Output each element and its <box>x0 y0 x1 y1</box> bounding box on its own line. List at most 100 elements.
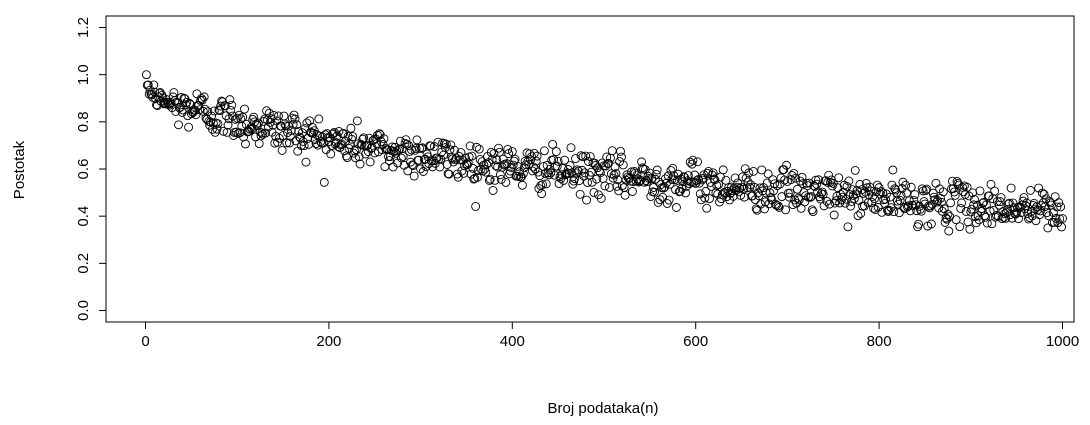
data-point <box>595 168 605 178</box>
data-point <box>528 166 537 176</box>
y-tick-label: 0.4 <box>75 206 92 227</box>
data-point <box>627 167 636 177</box>
data-point <box>906 182 916 192</box>
data-point <box>687 159 697 169</box>
data-point <box>574 176 584 186</box>
data-point <box>641 176 651 185</box>
x-tick-label: 600 <box>683 333 708 350</box>
data-point <box>896 190 906 200</box>
data-point <box>282 138 292 148</box>
data-point <box>570 174 580 183</box>
data-point <box>421 162 431 172</box>
data-point <box>914 219 923 229</box>
data-point <box>1014 214 1023 224</box>
data-point <box>513 161 523 171</box>
data-point <box>635 176 645 186</box>
data-point <box>370 148 380 158</box>
data-point <box>406 145 416 155</box>
data-point <box>843 222 853 232</box>
data-point <box>982 218 992 228</box>
data-point <box>808 207 818 217</box>
data-point <box>788 200 798 210</box>
data-point <box>440 143 450 153</box>
data-point <box>651 169 661 179</box>
data-point <box>1051 213 1061 223</box>
data-point <box>401 135 411 145</box>
data-point <box>586 167 596 177</box>
data-point <box>257 128 267 138</box>
data-point <box>853 211 863 221</box>
data-point <box>607 146 617 156</box>
data-point <box>346 123 356 133</box>
data-point <box>265 117 275 127</box>
data-point <box>321 145 331 155</box>
data-point <box>702 203 712 213</box>
data-point <box>294 126 304 136</box>
data-point <box>286 126 296 136</box>
data-point <box>846 201 856 211</box>
data-point <box>749 166 758 176</box>
data-point <box>340 136 350 146</box>
data-point <box>784 192 794 202</box>
data-point <box>532 151 542 161</box>
data-point <box>539 146 549 156</box>
data-point <box>973 211 983 221</box>
data-point <box>703 168 713 178</box>
data-point <box>885 192 895 202</box>
data-point <box>327 141 337 150</box>
data-point <box>666 166 676 175</box>
data-point <box>253 118 263 128</box>
data-point <box>903 201 913 211</box>
x-tick-label: 400 <box>500 333 525 350</box>
data-point <box>215 106 225 116</box>
data-point <box>847 197 857 206</box>
data-point <box>810 181 820 191</box>
data-point <box>987 219 997 229</box>
data-point <box>155 88 165 97</box>
data-point <box>979 197 989 207</box>
data-point <box>332 131 342 141</box>
data-point <box>174 120 183 130</box>
data-point <box>1004 198 1014 208</box>
data-point <box>1019 193 1029 202</box>
data-point <box>160 97 170 107</box>
data-point <box>889 207 899 217</box>
data-point <box>289 110 299 120</box>
data-point <box>216 101 226 111</box>
data-point <box>473 172 482 182</box>
data-point <box>507 147 517 156</box>
data-point <box>685 157 695 167</box>
data-point <box>910 190 920 199</box>
data-point <box>852 186 862 195</box>
data-point <box>269 110 279 120</box>
data-point <box>955 222 965 232</box>
data-point <box>273 137 282 147</box>
data-point <box>274 111 283 121</box>
data-point <box>616 152 626 162</box>
data-point <box>226 105 236 115</box>
data-point <box>318 132 327 142</box>
data-point <box>1058 214 1067 223</box>
data-point <box>218 126 228 136</box>
data-point <box>931 178 941 188</box>
data-point <box>594 166 604 176</box>
data-point <box>554 179 564 189</box>
data-point <box>403 166 413 176</box>
data-point <box>549 155 559 165</box>
data-point <box>572 165 582 175</box>
data-point <box>794 195 804 205</box>
data-point <box>855 179 865 189</box>
data-point <box>517 180 527 190</box>
data-point <box>785 188 795 198</box>
data-point <box>963 217 973 227</box>
data-point <box>506 166 515 176</box>
data-point <box>426 141 436 151</box>
data-point <box>535 171 545 181</box>
data-point <box>496 174 506 184</box>
data-point <box>290 114 300 124</box>
data-point <box>944 226 954 236</box>
data-point <box>545 165 555 174</box>
data-point <box>819 201 829 211</box>
data-point <box>965 224 975 234</box>
data-point <box>457 166 467 176</box>
